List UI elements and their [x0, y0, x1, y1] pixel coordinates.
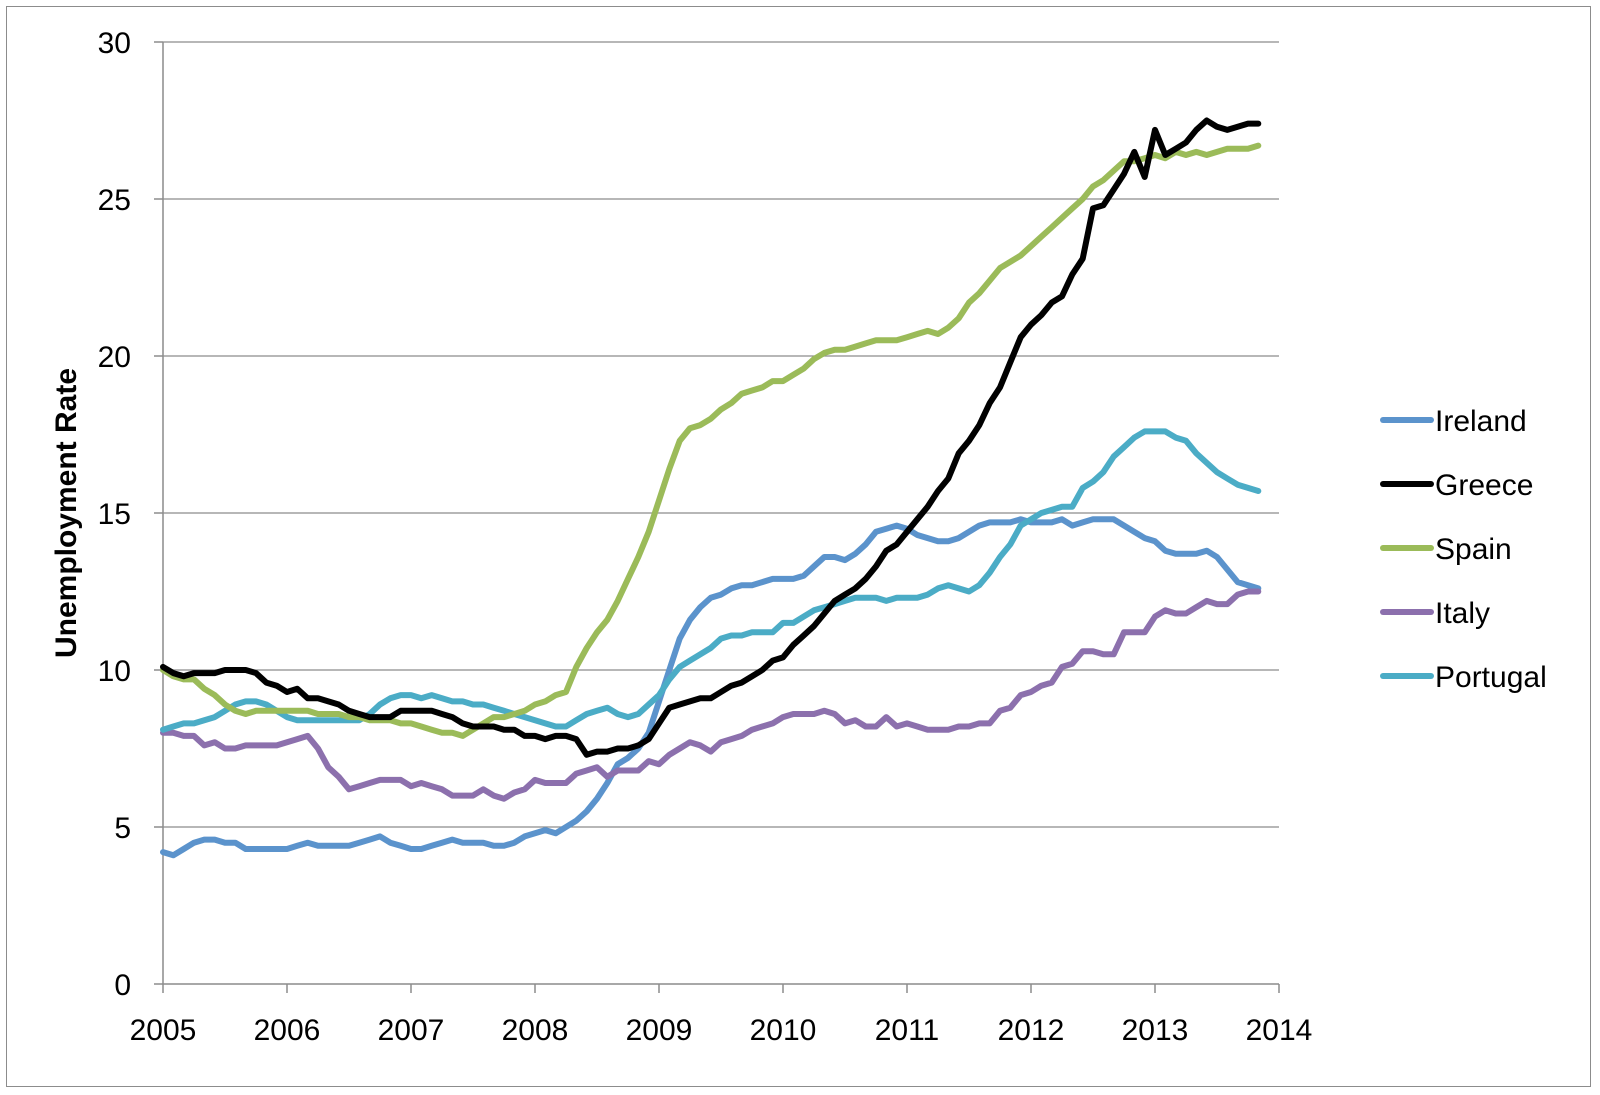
x-tick-label: 2008	[502, 1014, 569, 1047]
series-line-ireland	[160, 516, 1262, 859]
x-tick-label: 2007	[378, 1014, 445, 1047]
legend-label-greece: Greece	[1435, 469, 1533, 502]
y-tick-label: 30	[98, 27, 131, 60]
x-tick-label: 2010	[750, 1014, 817, 1047]
y-tick-label: 20	[98, 341, 131, 374]
axes	[162, 42, 1279, 985]
x-tick-label: 2013	[1122, 1014, 1189, 1047]
legend: Ireland Greece Spain Italy Portugal	[1380, 405, 1547, 694]
legend-label-spain: Spain	[1435, 533, 1512, 566]
y-tick-label: 0	[114, 969, 131, 1002]
series-line-italy	[160, 588, 1262, 802]
legend-label-portugal: Portugal	[1435, 661, 1547, 694]
chart-frame	[6, 6, 1591, 1087]
x-tick-label: 2009	[626, 1014, 693, 1047]
y-tick-label: 10	[98, 655, 131, 688]
gridlines	[154, 41, 1280, 993]
y-tick-label: 15	[98, 498, 131, 531]
series-line-spain	[160, 142, 1262, 739]
y-tick-label: 5	[114, 812, 131, 845]
x-tick-label: 2005	[130, 1014, 197, 1047]
series-line-greece	[160, 117, 1262, 758]
x-tick-labels: 2005 2006 2007 2008 2009 2010 2011 2012 2013 2014	[130, 1014, 1313, 1047]
legend-label-ireland: Ireland	[1435, 405, 1527, 438]
y-axis-title: Unemployment Rate	[50, 368, 83, 658]
legend-label-italy: Italy	[1435, 597, 1490, 630]
x-tick-label: 2014	[1246, 1014, 1313, 1047]
series-line-portugal	[160, 428, 1262, 733]
x-tick-label: 2011	[875, 1014, 940, 1047]
y-tick-label: 25	[98, 184, 131, 217]
series-lines	[160, 117, 1262, 859]
x-tick-label: 2012	[998, 1014, 1065, 1047]
x-tick-label: 2006	[254, 1014, 321, 1047]
y-tick-labels: 0 5 10 15 20 25 30	[98, 27, 131, 1002]
